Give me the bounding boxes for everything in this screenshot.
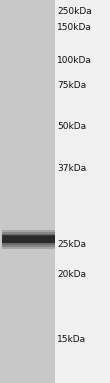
Bar	[2, 230, 55, 232]
Bar	[2, 245, 55, 247]
Bar	[2, 232, 55, 234]
Text: 100kDa: 100kDa	[57, 56, 92, 65]
Text: 150kDa: 150kDa	[57, 23, 92, 32]
Bar	[2, 239, 55, 241]
Bar	[0, 0, 55, 383]
Bar	[2, 241, 55, 243]
Bar	[2, 249, 55, 251]
Bar	[2, 243, 55, 245]
Text: 50kDa: 50kDa	[57, 122, 86, 131]
Text: 75kDa: 75kDa	[57, 80, 86, 90]
Text: 20kDa: 20kDa	[57, 270, 86, 280]
Bar	[2, 236, 55, 243]
Bar	[55, 0, 110, 383]
Text: 15kDa: 15kDa	[57, 335, 86, 344]
Bar	[2, 234, 55, 236]
Bar	[2, 237, 55, 239]
Bar	[2, 236, 55, 237]
Text: 37kDa: 37kDa	[57, 164, 86, 173]
Text: 25kDa: 25kDa	[57, 240, 86, 249]
Text: 250kDa: 250kDa	[57, 7, 92, 16]
Bar	[2, 228, 55, 230]
Bar	[2, 247, 55, 249]
